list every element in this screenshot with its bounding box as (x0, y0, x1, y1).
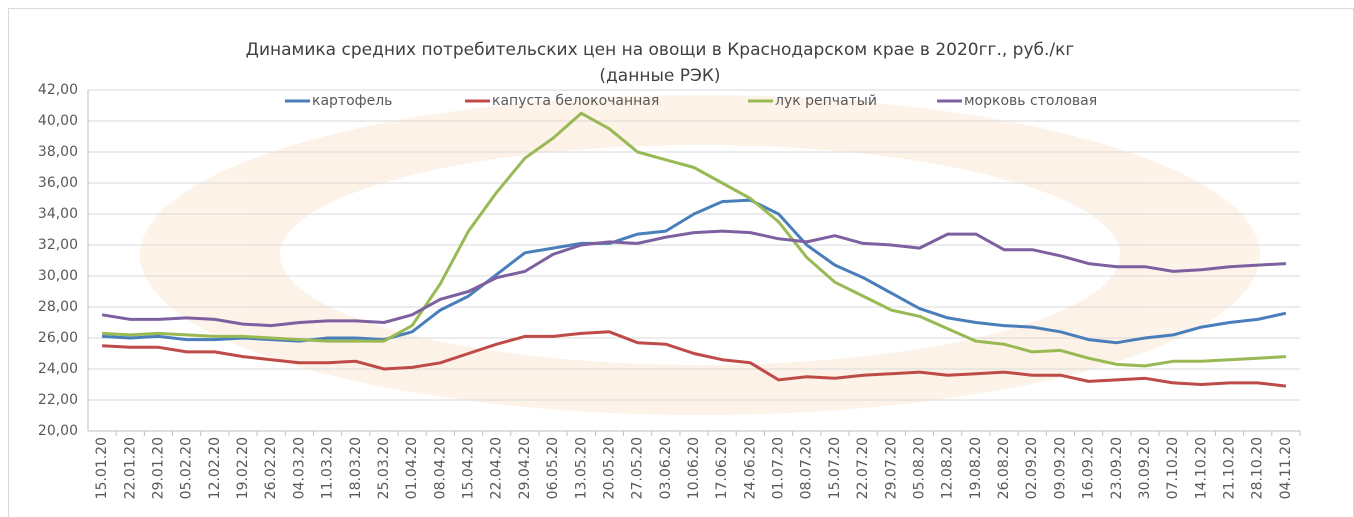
x-tick-label: 01.07.20 (771, 437, 787, 499)
x-tick-label: 13.05.20 (573, 437, 589, 499)
watermark (140, 95, 1260, 415)
x-tick-label: 28.10.20 (1250, 437, 1266, 499)
chart-title: Динамика средних потребительских цен на … (246, 40, 1075, 60)
x-tick-label: 19.08.20 (968, 437, 984, 499)
y-tick-label: 40,00 (38, 113, 78, 129)
x-tick-label: 29.01.20 (150, 437, 166, 499)
x-tick-label: 03.06.20 (658, 437, 674, 499)
x-tick-label: 23.09.20 (1109, 437, 1125, 499)
x-tick-label: 29.07.20 (883, 437, 899, 499)
y-tick-label: 36,00 (38, 175, 78, 191)
x-tick-label: 15.01.20 (94, 437, 110, 499)
x-tick-label: 08.04.20 (432, 437, 448, 499)
x-tick-label: 10.06.20 (686, 437, 702, 499)
chart-subtitle: (данные РЭК) (599, 66, 720, 86)
x-tick-label: 05.08.20 (911, 437, 927, 499)
x-tick-label: 15.04.20 (461, 437, 477, 499)
x-tick-label: 22.01.20 (122, 437, 138, 499)
x-tick-label: 15.07.20 (827, 437, 843, 499)
legend-label: картофель (312, 93, 392, 109)
x-tick-label: 04.03.20 (291, 437, 307, 499)
x-tick-label: 22.07.20 (855, 437, 871, 499)
x-tick-label: 19.02.20 (235, 437, 251, 499)
legend-label: капуста белокочанная (492, 93, 659, 109)
x-tick-label: 12.08.20 (940, 437, 956, 499)
x-tick-label: 09.09.20 (1052, 437, 1068, 499)
y-tick-label: 38,00 (38, 144, 78, 160)
x-tick-label: 12.02.20 (207, 437, 223, 499)
x-tick-label: 01.04.20 (404, 437, 420, 499)
x-tick-label: 25.03.20 (376, 437, 392, 499)
x-tick-label: 14.10.20 (1193, 437, 1209, 499)
x-tick-label: 26.08.20 (996, 437, 1012, 499)
x-tick-label: 06.05.20 (545, 437, 561, 499)
x-tick-label: 04.11.20 (1278, 437, 1294, 499)
x-tick-label: 20.05.20 (601, 437, 617, 499)
legend-label: лук репчатый (775, 93, 877, 109)
x-tick-label: 24.06.20 (742, 437, 758, 499)
y-tick-label: 26,00 (38, 330, 78, 346)
y-tick-label: 20,00 (38, 423, 78, 439)
x-tick-label: 11.03.20 (320, 437, 336, 499)
x-tick-label: 30.09.20 (1137, 437, 1153, 499)
x-tick-label: 26.02.20 (263, 437, 279, 499)
x-tick-label: 17.06.20 (714, 437, 730, 499)
chart: Динамика средних потребительских цен на … (0, 0, 1354, 517)
x-tick-label: 21.10.20 (1222, 437, 1238, 499)
x-tick-label: 16.09.20 (1081, 437, 1097, 499)
x-tick-label: 05.02.20 (179, 437, 195, 499)
legend-label: морковь столовая (964, 93, 1097, 109)
y-tick-label: 32,00 (38, 237, 78, 253)
x-tick-label: 08.07.20 (799, 437, 815, 499)
x-tick-label: 18.03.20 (348, 437, 364, 499)
y-tick-label: 30,00 (38, 268, 78, 284)
x-tick-label: 07.10.20 (1165, 437, 1181, 499)
y-tick-label: 42,00 (38, 82, 78, 98)
x-tick-label: 27.05.20 (630, 437, 646, 499)
x-tick-label: 29.04.20 (517, 437, 533, 499)
y-tick-label: 24,00 (38, 361, 78, 377)
y-tick-label: 34,00 (38, 206, 78, 222)
y-tick-label: 22,00 (38, 392, 78, 408)
x-tick-label: 22.04.20 (489, 437, 505, 499)
x-tick-label: 02.09.20 (1024, 437, 1040, 499)
y-tick-label: 28,00 (38, 299, 78, 315)
